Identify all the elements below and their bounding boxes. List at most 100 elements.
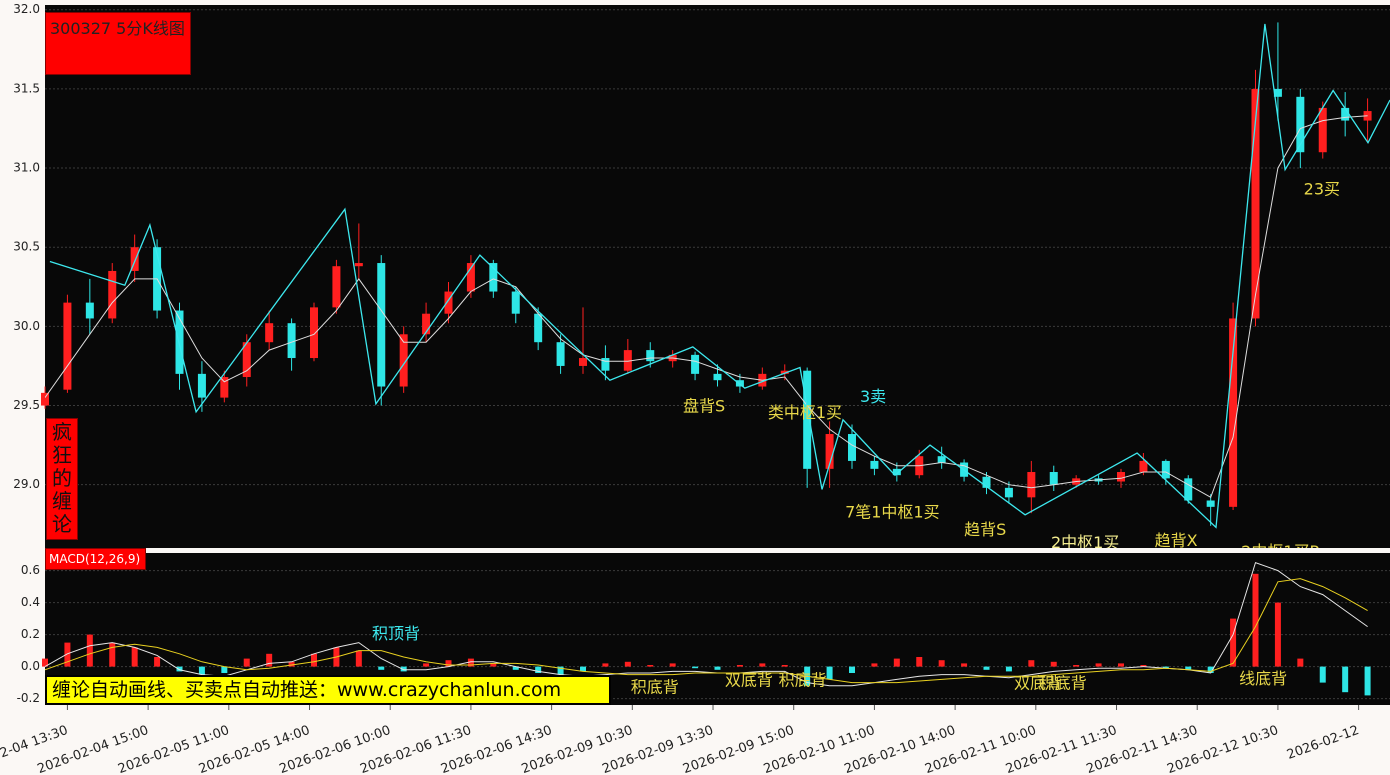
y-tick-label: 0.2 xyxy=(21,627,40,641)
candle-body xyxy=(1296,96,1305,153)
candle-body xyxy=(1117,472,1125,482)
y-tick-label: 0.0 xyxy=(21,659,40,673)
macd-bar xyxy=(535,666,542,673)
candle-body xyxy=(242,342,251,378)
dea-line xyxy=(45,578,1368,684)
annotation: 积顶背 xyxy=(372,624,420,643)
title-box: 300327 5分K线图 xyxy=(45,12,191,75)
macd-bar xyxy=(467,658,474,667)
candle-body xyxy=(422,313,431,335)
candle-body xyxy=(489,263,498,292)
candle-body xyxy=(735,380,744,387)
candle-body xyxy=(85,302,94,319)
macd-bar xyxy=(131,647,138,667)
annotation: 双底背 xyxy=(1014,674,1062,693)
macd-bar xyxy=(266,653,273,667)
candle-body xyxy=(691,354,700,374)
macd-bar xyxy=(378,666,385,670)
candle-body xyxy=(197,373,206,398)
x-tick-label: 2026-02-12 xyxy=(1285,723,1361,763)
macd-bar xyxy=(400,666,407,672)
candle-body xyxy=(982,476,991,488)
macd-bar xyxy=(198,666,205,675)
candle-body xyxy=(556,342,565,366)
macd-bar xyxy=(983,666,990,670)
macd-bar xyxy=(871,663,878,667)
candle-body xyxy=(1273,88,1282,97)
banner: 缠论自动画线、买卖点自动推送：www.crazychanlun.com xyxy=(45,675,611,705)
macd-bar xyxy=(64,642,71,667)
candle-body xyxy=(265,323,274,343)
macd-bar xyxy=(692,666,699,669)
macd-bar xyxy=(602,663,609,667)
side-label: 疯狂的缠论 xyxy=(46,418,78,540)
macd-bar xyxy=(1185,666,1192,670)
candle-body xyxy=(1251,88,1260,319)
candle-body xyxy=(41,392,49,406)
candle-body xyxy=(466,263,475,292)
macd-bar xyxy=(1073,665,1080,667)
macd-bar xyxy=(1230,618,1237,667)
macd-bar xyxy=(1005,666,1012,672)
annotation: 7笔1中枢1买 xyxy=(845,503,940,522)
macd-bar xyxy=(714,666,721,670)
annotation: 2中枢1买P xyxy=(1241,542,1319,561)
y-tick-label: 0.4 xyxy=(21,595,40,609)
macd-bar xyxy=(109,642,116,667)
macd-bar xyxy=(490,663,497,667)
candle-body xyxy=(579,358,587,366)
macd-bar xyxy=(938,660,945,667)
candle-body xyxy=(1184,478,1193,501)
candle-body xyxy=(803,370,812,469)
macd-bar xyxy=(1140,665,1147,667)
annotation: 积底背 xyxy=(631,678,679,697)
annotation: 23买 xyxy=(1304,180,1340,199)
macd-bar xyxy=(243,658,250,667)
candle-body xyxy=(892,468,901,476)
annotation: 盘背S xyxy=(683,397,725,416)
candle-body xyxy=(1341,107,1350,121)
macd-bar xyxy=(1095,663,1102,667)
annotation: 积底背 xyxy=(1039,674,1087,693)
annotation: 3卖 xyxy=(860,387,886,406)
y-tick-label: 0.6 xyxy=(21,563,40,577)
macd-bar xyxy=(647,665,654,667)
candle-body xyxy=(1004,487,1013,498)
annotation: 双底背 xyxy=(725,671,773,690)
macd-bar xyxy=(849,666,855,673)
macd-bar xyxy=(288,661,295,667)
candle-body xyxy=(780,370,789,374)
candle-body xyxy=(220,377,229,398)
macd-bar xyxy=(1297,658,1304,667)
macd-bar xyxy=(1207,666,1214,673)
candle-body xyxy=(399,334,408,387)
annotation: 趋背S xyxy=(964,520,1006,539)
candle-body xyxy=(937,456,946,463)
candle-body xyxy=(1049,472,1058,485)
macd-bar xyxy=(826,666,833,680)
macd-bar xyxy=(1162,666,1169,669)
macd-bar xyxy=(961,663,968,667)
annotation: 线底背 xyxy=(1239,669,1287,688)
ma-line xyxy=(45,115,1368,499)
candle-body xyxy=(444,291,453,314)
macd-bar xyxy=(736,665,743,667)
macd-bar xyxy=(1342,666,1349,693)
main-panel xyxy=(45,5,1390,548)
candle-body xyxy=(108,270,117,319)
y-tick-label: 29.5 xyxy=(13,398,40,412)
candle-body xyxy=(63,302,72,390)
macd-bar xyxy=(1274,602,1281,667)
y-tick-label: 31.0 xyxy=(13,161,40,175)
macd-bar xyxy=(759,663,766,667)
candle-body xyxy=(848,434,856,461)
macd-bar xyxy=(512,666,519,670)
macd-bar xyxy=(557,666,564,675)
y-tick-label: 31.5 xyxy=(13,81,40,95)
candle-body xyxy=(377,263,386,387)
candle-body xyxy=(534,313,543,343)
candle-body xyxy=(1206,500,1215,507)
macd-bar xyxy=(893,658,900,667)
macd-bar xyxy=(1252,573,1259,667)
